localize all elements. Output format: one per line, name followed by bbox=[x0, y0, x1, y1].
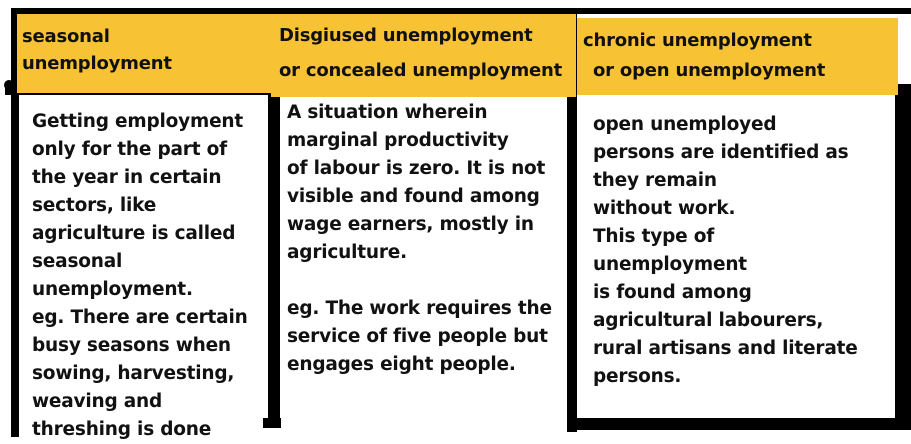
header-line: chronic unemployment bbox=[583, 30, 812, 51]
body-line: engages eight people. bbox=[287, 354, 516, 375]
body-line: only for the part of bbox=[32, 139, 227, 160]
col2-left-divider bbox=[263, 418, 281, 428]
body-line: without work. bbox=[593, 198, 736, 219]
body-line: threshing is done bbox=[32, 419, 212, 440]
header-disguised: Disgiused unemployment or concealed unem… bbox=[271, 14, 576, 97]
body-line: eg. The work requires the bbox=[287, 298, 552, 319]
body-line: A situation wherein bbox=[287, 102, 488, 123]
header-line: or concealed unemployment bbox=[279, 60, 563, 81]
body-line: visible and found among bbox=[287, 186, 540, 207]
body-line: persons. bbox=[593, 366, 682, 387]
body-line: of labour is zero. It is not bbox=[287, 158, 546, 179]
header-line: Disgiused unemployment bbox=[279, 25, 533, 46]
col3-bottom-border bbox=[567, 418, 911, 430]
body-line bbox=[287, 267, 567, 295]
body-line: agricultural labourers, bbox=[593, 310, 824, 331]
body-line: Getting employment bbox=[32, 111, 244, 132]
col1-right-border bbox=[268, 8, 280, 428]
body-line: sectors, like bbox=[32, 195, 157, 216]
body-line: unemployment bbox=[593, 254, 747, 275]
body-line: open unemployed bbox=[593, 114, 777, 135]
header-line: or open unemployment bbox=[593, 60, 826, 81]
body-line: they remain bbox=[593, 170, 717, 191]
left-notch bbox=[4, 80, 14, 90]
header-chronic: chronic unemployment or open unemploymen… bbox=[577, 18, 898, 95]
header-seasonal: seasonal unemployment bbox=[17, 14, 273, 93]
seasonal-description: Getting employment only for the part of … bbox=[32, 108, 266, 444]
body-line: the year in certain bbox=[32, 167, 222, 188]
col2-right-border bbox=[567, 8, 577, 432]
body-line: persons are identified as bbox=[593, 142, 849, 163]
body-line: busy seasons when bbox=[32, 335, 231, 356]
body-line: unemployment. bbox=[32, 279, 193, 300]
col3-right-border bbox=[895, 85, 911, 430]
body-line: seasonal bbox=[32, 251, 123, 272]
body-line: eg. There are certain bbox=[32, 307, 248, 328]
top-border bbox=[12, 8, 911, 14]
chronic-description: open unemployed persons are identified a… bbox=[593, 111, 893, 391]
body-line: service of five people but bbox=[287, 326, 548, 347]
body-line: weaving and bbox=[32, 391, 163, 412]
body-line: rural artisans and literate bbox=[593, 338, 858, 359]
left-border bbox=[11, 8, 19, 437]
body-line: marginal productivity bbox=[287, 130, 509, 151]
body-line: agriculture is called bbox=[32, 223, 236, 244]
body-line: wage earners, mostly in bbox=[287, 214, 534, 235]
body-line: is found among bbox=[593, 282, 752, 303]
header-line: seasonal bbox=[22, 26, 110, 47]
body-line: sowing, harvesting, bbox=[32, 363, 235, 384]
header-line: unemployment bbox=[22, 53, 172, 74]
body-line: agriculture. bbox=[287, 242, 407, 263]
disguised-description: A situation wherein marginal productivit… bbox=[287, 99, 567, 379]
body-line: This type of bbox=[593, 226, 715, 247]
